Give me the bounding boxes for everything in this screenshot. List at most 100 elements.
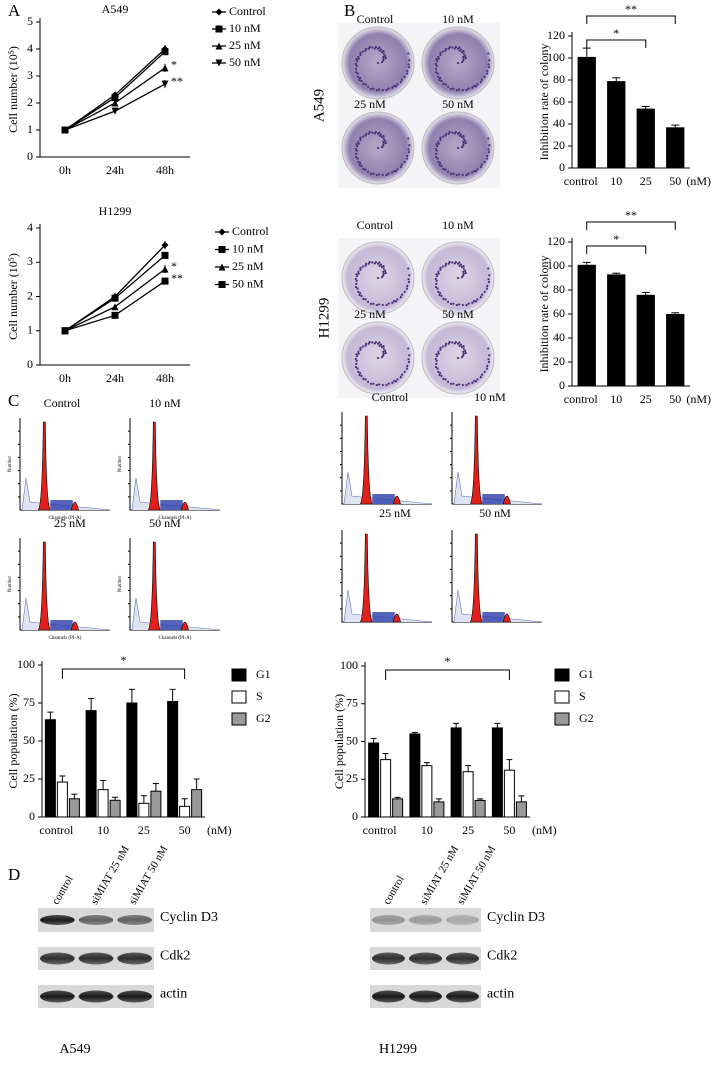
- x-tick-label: 10: [610, 174, 622, 188]
- plate-label: Control: [357, 12, 394, 26]
- bar: [126, 702, 138, 818]
- flow-y-label: Number: [8, 575, 13, 592]
- colony: [378, 49, 381, 52]
- y-tick-label: 2: [27, 288, 33, 302]
- colony: [376, 132, 380, 135]
- x-tick-label: control: [39, 823, 74, 837]
- colony: [382, 137, 385, 140]
- colony: [465, 88, 468, 92]
- colony: [439, 348, 442, 351]
- significance-bracket: [61, 668, 186, 679]
- protein-label: actin: [160, 987, 187, 1002]
- colony: [462, 137, 465, 140]
- colony: [435, 279, 438, 282]
- colony: [437, 57, 440, 60]
- colony: [435, 353, 438, 356]
- colony: [460, 146, 464, 149]
- chart-title: H1299: [99, 204, 132, 218]
- significance: *: [171, 259, 177, 273]
- colony: [451, 261, 454, 264]
- colony: [434, 285, 438, 289]
- colony: [405, 367, 409, 370]
- legend-label: S: [579, 689, 586, 703]
- y-tick-label: 0: [27, 149, 33, 163]
- hist-frame: [341, 530, 432, 623]
- colony: [458, 88, 461, 91]
- colony: [405, 72, 409, 75]
- hist-g1: [147, 421, 161, 511]
- colony: [371, 46, 374, 49]
- hist-frame: [451, 412, 542, 505]
- colony: [357, 290, 360, 293]
- colony: [376, 356, 380, 360]
- colony: [408, 144, 411, 147]
- colony: [400, 163, 404, 166]
- colony: [382, 142, 385, 145]
- colony: [438, 163, 441, 167]
- blot-band: [78, 915, 114, 925]
- colony: [407, 360, 411, 364]
- plate-label: 25 nM: [354, 307, 386, 321]
- colony: [356, 157, 359, 160]
- colony: [354, 155, 358, 159]
- colony: [376, 276, 380, 280]
- colony: [407, 52, 410, 55]
- bar: [515, 801, 527, 818]
- marker: [215, 25, 223, 33]
- bar: [607, 81, 626, 168]
- colony: [444, 83, 447, 86]
- legend-swatch: [554, 690, 570, 704]
- bar: [85, 710, 97, 818]
- colony: [359, 346, 362, 349]
- y-axis-label: Inhibition rate of colony: [537, 44, 551, 161]
- colony: [485, 287, 489, 290]
- colony: [460, 61, 464, 64]
- x-tick-label: 50: [179, 823, 191, 837]
- colony: [458, 134, 461, 137]
- colony: [447, 85, 450, 88]
- colony: [360, 79, 363, 83]
- colony: [359, 53, 362, 56]
- colony: [456, 262, 460, 265]
- colony: [455, 173, 458, 177]
- line: [64, 83, 166, 131]
- cell-line-label: H1299: [316, 298, 332, 339]
- colony: [476, 83, 479, 86]
- y-tick-label: 20: [553, 138, 565, 152]
- marker: [218, 228, 226, 236]
- marker: [111, 294, 119, 302]
- colony: [438, 371, 442, 375]
- y-tick-label: 3: [27, 68, 33, 82]
- colony: [406, 69, 409, 72]
- flow-plate-label: 25 nM: [54, 516, 86, 530]
- colony: [359, 138, 362, 141]
- y-tick-label: 50: [346, 733, 358, 747]
- y-tick-label: 4: [27, 41, 33, 55]
- colony: [381, 173, 384, 177]
- colony: [385, 173, 388, 177]
- colony: [440, 294, 443, 298]
- colony: [456, 61, 460, 65]
- colony: [407, 358, 410, 361]
- colony: [464, 56, 467, 60]
- colony: [442, 377, 445, 380]
- marker: [215, 59, 223, 67]
- significance-bracket: [385, 669, 510, 680]
- colony: [449, 382, 453, 385]
- colony: [487, 148, 490, 151]
- significance: **: [625, 208, 637, 222]
- protein-label: Cdk2: [487, 949, 517, 964]
- bar: [421, 765, 433, 818]
- colony: [399, 81, 402, 84]
- colony: [362, 82, 365, 85]
- y-tick-label: 25: [23, 771, 35, 785]
- colony: [435, 58, 438, 61]
- colony: [447, 132, 450, 135]
- colony: [485, 367, 489, 370]
- colony: [435, 145, 439, 148]
- colony: [358, 76, 362, 80]
- colony: [406, 154, 409, 157]
- colony: [364, 168, 367, 171]
- colony: [407, 347, 410, 350]
- colony: [435, 143, 438, 146]
